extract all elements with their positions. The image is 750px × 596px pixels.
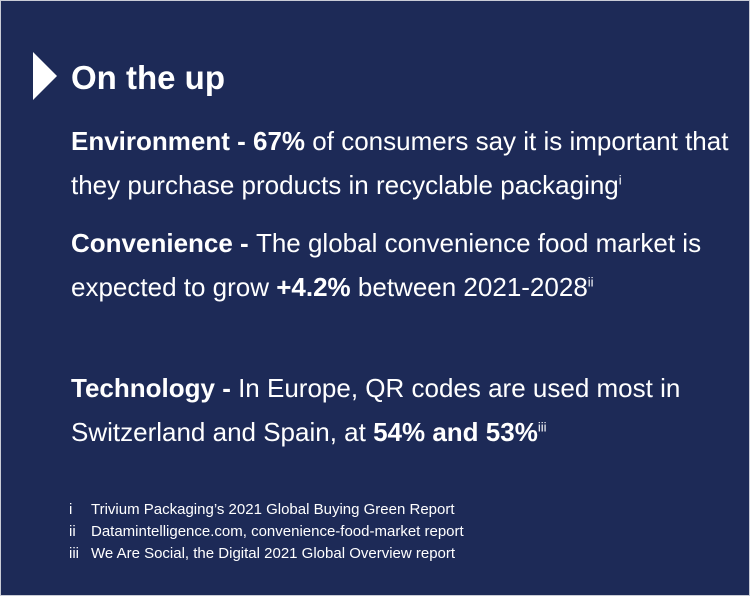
stat-technology: Technology - In Europe, QR codes are use…	[71, 366, 731, 454]
stat-text: The global convenience food market is ex…	[71, 228, 702, 302]
reference-item: i Trivium Packaging’s 2021 Global Buying …	[69, 499, 464, 521]
stat-environment: Environment - 67% of consumers say it is…	[71, 119, 731, 207]
stat-text: In Europe, QR codes are used most in Swi…	[71, 373, 681, 447]
reference-text: Trivium Packaging’s 2021 Global Buying G…	[91, 501, 455, 518]
reference-number: ii	[69, 523, 76, 540]
reference-text: Datamintelligence.com, convenience-food-…	[91, 523, 464, 540]
stat-label: Convenience -	[71, 228, 256, 258]
reference-text: We Are Social, the Digital 2021 Global O…	[91, 545, 456, 562]
stat-footnote-ref: iii	[537, 419, 547, 435]
arrow-right-icon	[33, 52, 57, 100]
stat-footnote-ref: ii	[587, 274, 594, 290]
reference-list: i Trivium Packaging’s 2021 Global Buying …	[69, 499, 464, 565]
reference-item: iii We Are Social, the Digital 2021 Globa…	[69, 543, 464, 565]
reference-number: iii	[69, 545, 79, 562]
stat-convenience: Convenience - The global convenience foo…	[71, 221, 731, 309]
reference-item: ii Datamintelligence.com, convenience-foo…	[69, 521, 464, 543]
panel-title: On the up	[71, 59, 225, 96]
stat-text-after: between 2021-2028	[350, 272, 588, 302]
reference-number: i	[69, 501, 73, 518]
stat-text: of consumers say it is important that th…	[71, 126, 729, 200]
stat-footnote-ref: i	[618, 172, 622, 188]
stat-value: 54% and 53%	[373, 417, 538, 447]
stat-value: 67%	[253, 126, 306, 156]
stat-label: Technology -	[71, 373, 239, 403]
stat-label: Environment -	[71, 126, 254, 156]
stat-value: +4.2%	[276, 272, 351, 302]
